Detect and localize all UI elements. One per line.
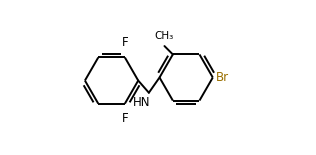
Text: CH₃: CH₃ — [155, 31, 174, 41]
Text: F: F — [122, 112, 129, 125]
Text: F: F — [122, 36, 129, 49]
Text: HN: HN — [133, 96, 151, 109]
Text: Br: Br — [216, 71, 229, 84]
